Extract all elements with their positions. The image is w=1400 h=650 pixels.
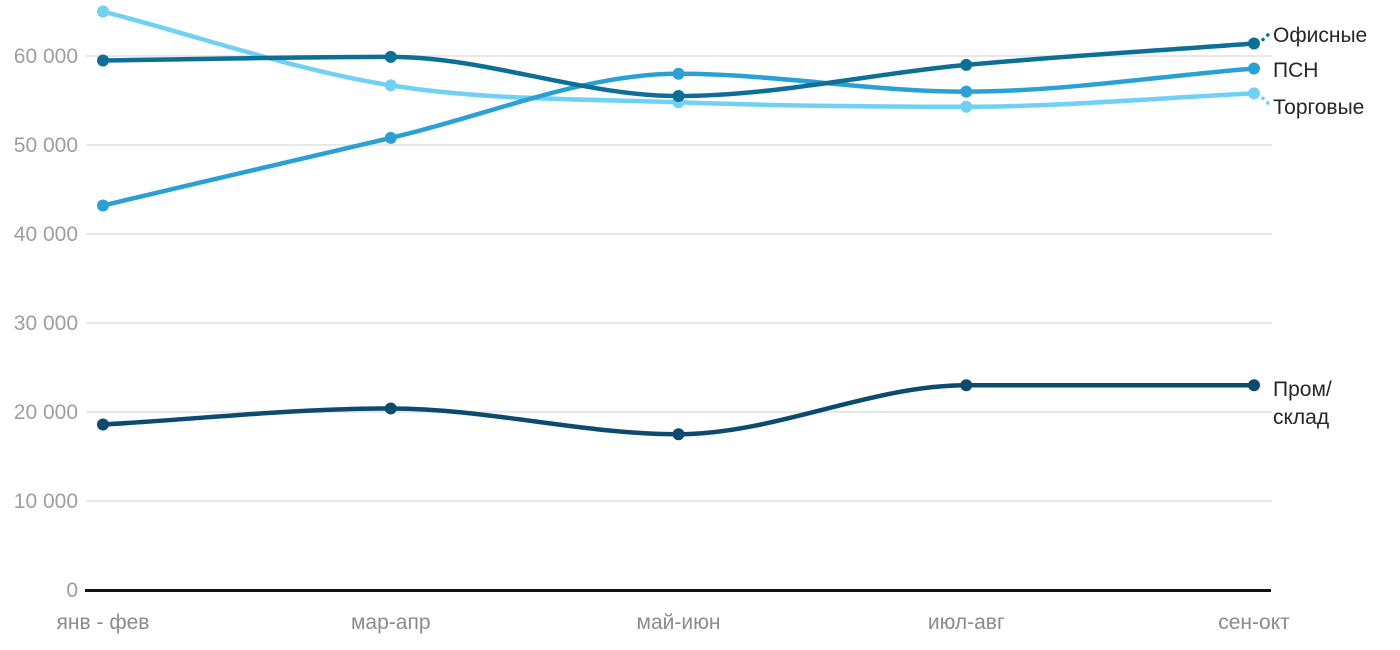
label-leader: [1261, 29, 1274, 42]
data-point: [960, 58, 973, 71]
data-point: [1248, 37, 1260, 50]
data-point: [384, 79, 397, 92]
data-point: [672, 67, 685, 80]
data-point: [1248, 379, 1260, 392]
series-label-ofisnye: Офисные: [1273, 24, 1368, 47]
data-point: [960, 85, 973, 98]
series-line: [100, 66, 1257, 208]
x-tick-label: мар-апр: [351, 611, 431, 634]
x-tick-label: янв - фев: [57, 611, 150, 634]
data-point: [97, 5, 109, 18]
label-leader: [1261, 96, 1274, 109]
y-tick-label: 30 000: [14, 312, 78, 335]
data-point: [672, 90, 685, 103]
series-label-psn: ПСН: [1273, 59, 1319, 82]
data-point: [960, 379, 973, 392]
data-point: [97, 418, 109, 431]
data-point: [97, 199, 109, 212]
data-point: [384, 131, 397, 144]
y-tick-label: 10 000: [14, 490, 78, 513]
data-point: [384, 50, 397, 63]
data-point: [97, 54, 109, 67]
y-tick-label: 40 000: [14, 223, 78, 246]
x-tick-label: июл-авг: [928, 611, 1005, 634]
data-point: [960, 100, 973, 113]
y-tick-label: 60 000: [14, 45, 78, 68]
data-point: [672, 428, 685, 441]
x-tick-label: сен-окт: [1218, 611, 1290, 634]
data-point: [384, 402, 397, 415]
series-label-prom-sklad: Пром/склад: [1273, 378, 1332, 429]
y-tick-label: 20 000: [14, 401, 78, 424]
y-tick-label: 50 000: [14, 134, 78, 157]
series-line: [100, 383, 1257, 437]
series-label-torgovye: Торговые: [1273, 96, 1365, 119]
x-tick-label: май-июн: [637, 611, 721, 634]
y-tick-label: 0: [66, 579, 78, 602]
data-point: [1248, 62, 1260, 75]
data-point: [1248, 87, 1260, 100]
